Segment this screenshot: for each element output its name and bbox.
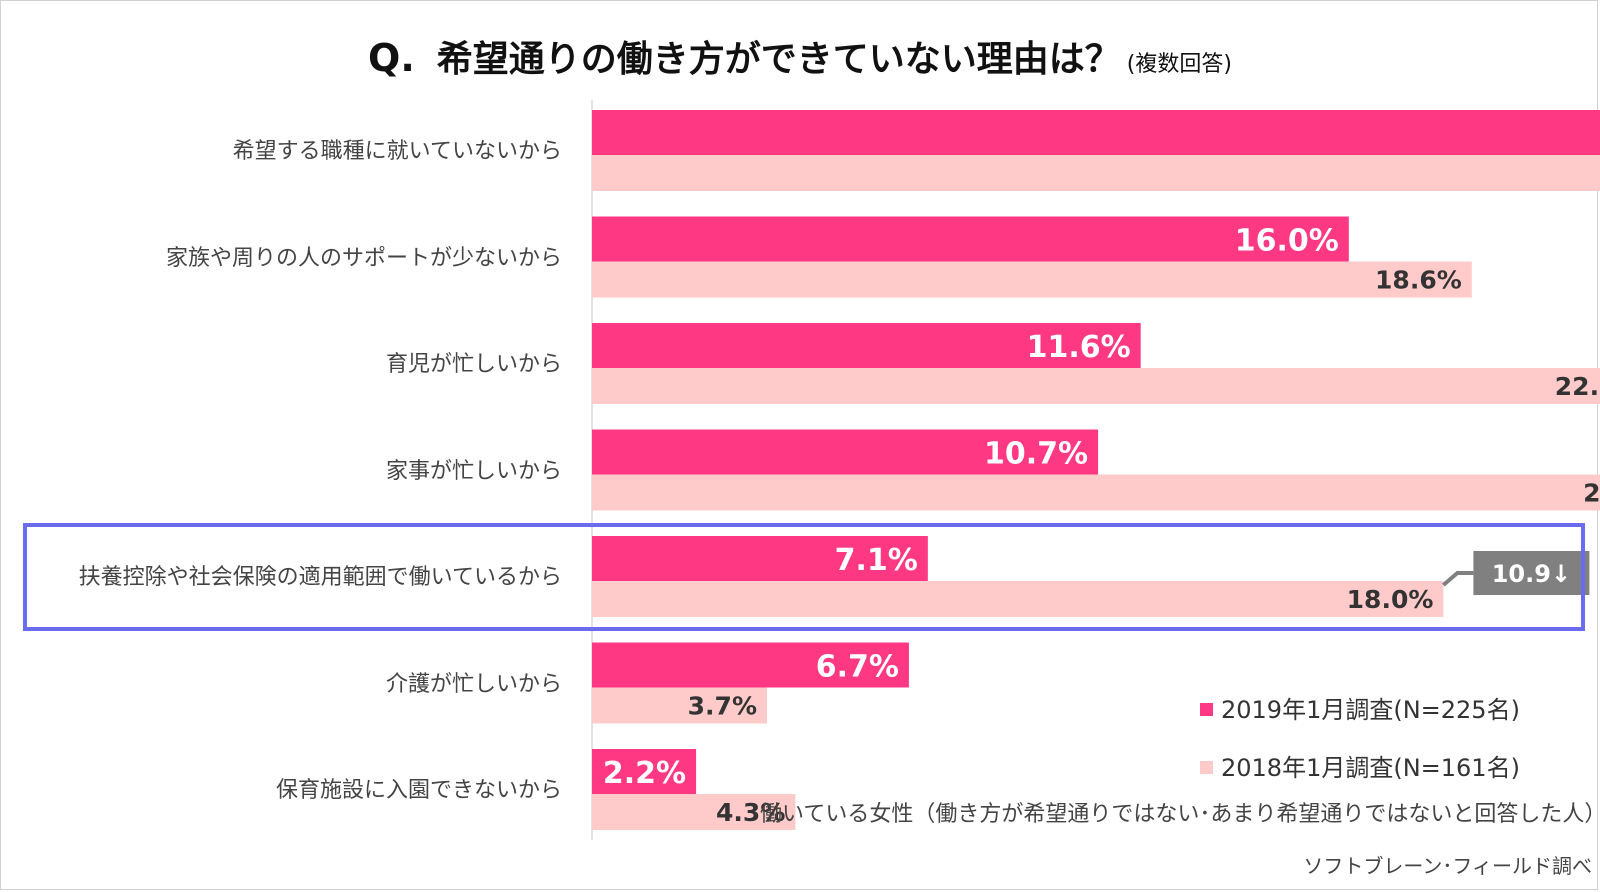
bar-2018-3 xyxy=(592,474,1600,511)
source-credit: ソフトブレーン･フィールド調べ xyxy=(1303,854,1592,878)
bar-2019-5 xyxy=(592,642,909,688)
bar-label-2019-5: 6.7% xyxy=(816,650,899,685)
category-label-5: 介護が忙しいから xyxy=(385,671,562,697)
legend-label-2018: 2018年1月調査(N=161名) xyxy=(1221,754,1520,782)
bar-2018-5 xyxy=(592,687,768,724)
legend-swatch-2018 xyxy=(1200,761,1213,774)
legend-swatch-2019 xyxy=(1200,703,1213,716)
bar-2019-6 xyxy=(592,749,697,794)
title-question-mark: Q. xyxy=(368,36,415,80)
legend-item-2019: 2019年1月調査(N=225名) xyxy=(1200,690,1520,725)
bar-2019-1 xyxy=(592,216,1349,262)
bar-label-2019-1: 16.0% xyxy=(1235,224,1339,259)
diff-label-3: 10.9↓ xyxy=(1492,560,1571,588)
bar-2019-4 xyxy=(592,536,928,581)
bar-label-2018-6: 4.3% xyxy=(716,798,785,827)
bar-2019-3 xyxy=(592,429,1099,475)
category-label-3: 家事が忙しいから xyxy=(385,458,562,484)
bar-2018-0 xyxy=(592,155,1600,191)
bar-2018-6 xyxy=(592,794,796,830)
bar-label-2018-5: 3.7% xyxy=(688,692,757,721)
diff-connector-3 xyxy=(1442,571,1474,587)
survey-note: 働いている女性（働き方が希望通りではない･あまり希望通りではないと回答した人） xyxy=(760,802,1600,827)
bar-label-2019-3: 10.7% xyxy=(984,437,1088,472)
bar-label-2019-4: 7.1% xyxy=(835,543,918,578)
bar-label-2018-4: 18.0% xyxy=(1347,585,1434,614)
bar-2018-1 xyxy=(592,261,1472,298)
title-subtitle: (複数回答) xyxy=(1126,52,1232,77)
legend-label-2019: 2019年1月調査(N=225名) xyxy=(1221,696,1520,724)
diff-box-3 xyxy=(1473,551,1590,595)
title-main: 希望通りの働き方ができていない理由は？ xyxy=(436,39,1121,80)
bar-label-2018-3: 23.0% xyxy=(1583,479,1600,508)
bar-label-2019-2: 11.6% xyxy=(1027,330,1131,365)
bar-label-2018-2: 22.4% xyxy=(1555,372,1600,401)
chart-title: Q. 希望通りの働き方ができていない理由は？ (複数回答) xyxy=(0,30,1600,82)
category-label-2: 育児が忙しいから xyxy=(385,352,562,377)
category-label-0: 希望する職種に就いていないから xyxy=(232,139,562,164)
bar-2019-0 xyxy=(592,110,1600,155)
category-label-6: 保育施設に入園できないから xyxy=(275,778,562,803)
bar-label-2018-1: 18.6% xyxy=(1375,266,1462,295)
legend-item-2018: 2018年1月調査(N=161名) xyxy=(1200,748,1520,783)
bar-2019-2 xyxy=(592,323,1141,368)
bar-2018-4 xyxy=(592,581,1444,617)
category-label-1: 家族や周りの人のサポートが少ないから xyxy=(165,245,562,271)
category-label-4: 扶養控除や社会保険の適用範囲で働いているから xyxy=(78,565,562,590)
bar-label-2019-6: 2.2% xyxy=(603,756,686,791)
bar-2018-2 xyxy=(592,368,1600,404)
